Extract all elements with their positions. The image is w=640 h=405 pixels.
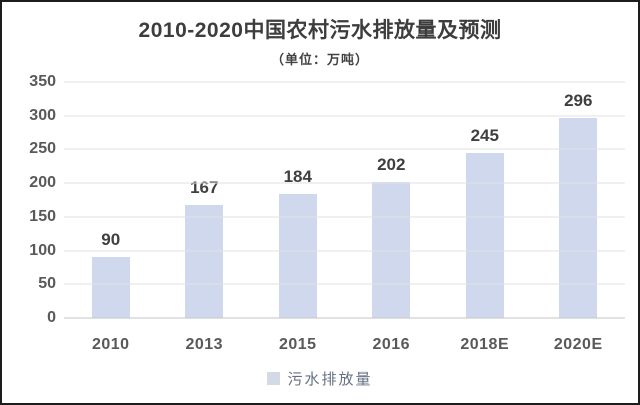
bar-slot-2018E: 245 xyxy=(438,82,532,318)
y-tick-label-0: 0 xyxy=(47,309,56,326)
bar-2015: 184 xyxy=(278,168,317,318)
legend: 污水排放量 xyxy=(2,368,638,389)
y-tick-label-350: 350 xyxy=(29,73,56,90)
bar-slot-2015: 184 xyxy=(251,82,345,318)
legend-swatch-icon xyxy=(267,372,281,385)
gridline-250 xyxy=(64,148,625,150)
y-tick-label-50: 50 xyxy=(38,275,56,293)
bar-slot-2010: 90 xyxy=(64,82,158,318)
gridline-150 xyxy=(64,216,625,218)
gridline-200 xyxy=(64,182,625,184)
chart-subtitle: （单位：万吨） xyxy=(270,52,369,67)
x-tick-label-2020E: 2020E xyxy=(553,336,603,353)
bar-2013: 167 xyxy=(185,179,224,318)
bar-value-label-2018E: 245 xyxy=(470,125,499,145)
y-axis: 0 50 100 150 200 250 300 350 xyxy=(2,74,56,326)
y-tick-label-200: 200 xyxy=(29,174,56,192)
x-tick-label-2013: 2013 xyxy=(185,336,224,353)
gridline-0 xyxy=(64,317,625,319)
x-axis: 2010 2013 2015 2016 2018E 2020E xyxy=(64,336,625,354)
legend-label: 污水排放量 xyxy=(287,371,373,388)
bar-slot-2013: 167 xyxy=(158,82,252,318)
x-tick-label-2010: 2010 xyxy=(91,336,130,353)
y-tick-label-300: 300 xyxy=(29,106,56,124)
bar-2016: 202 xyxy=(372,156,411,318)
x-tick-label-2018E: 2018E xyxy=(460,336,510,353)
bar-value-label-2020E: 296 xyxy=(564,91,593,111)
gridline-50 xyxy=(64,283,625,285)
y-tick-label-150: 150 xyxy=(29,207,56,225)
plot-area: 90 167 184 202 245 296 xyxy=(64,81,625,319)
x-tick-label-2016: 2016 xyxy=(372,336,411,353)
gridline-350 xyxy=(64,81,625,83)
bar-slot-2020E: 296 xyxy=(532,82,626,318)
bar-slot-2016: 202 xyxy=(345,82,439,318)
x-tick-label-2015: 2015 xyxy=(278,336,317,353)
bar-2010: 90 xyxy=(91,231,130,318)
bar-value-label-2010: 90 xyxy=(101,230,121,250)
bar-value-label-2016: 202 xyxy=(377,154,406,174)
y-tick-label-250: 250 xyxy=(29,140,56,158)
y-tick-label-100: 100 xyxy=(29,241,56,259)
bar-value-label-2013: 167 xyxy=(190,178,219,198)
bar-2018E: 245 xyxy=(465,127,504,318)
bars-row: 90 167 184 202 245 296 xyxy=(64,82,625,318)
chart-title: 2010-2020中国农村污水排放量及预测 xyxy=(138,19,502,42)
gridline-100 xyxy=(64,250,625,252)
bar-value-label-2015: 184 xyxy=(283,166,312,186)
gridline-300 xyxy=(64,115,625,117)
